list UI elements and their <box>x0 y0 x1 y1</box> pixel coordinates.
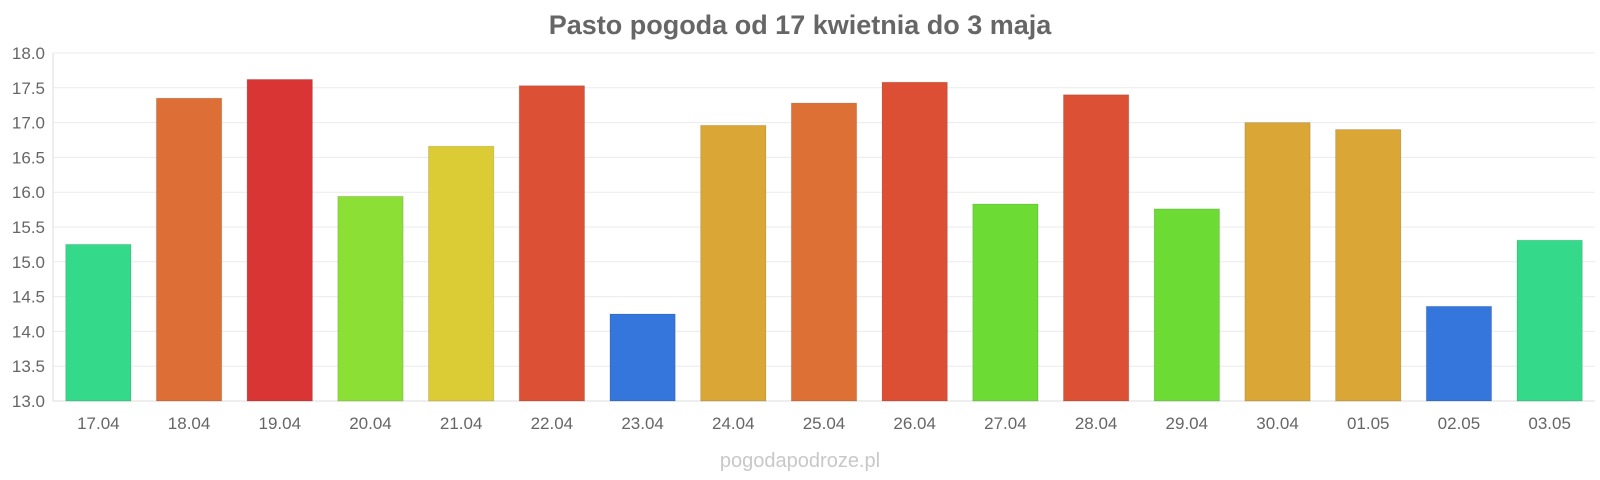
x-tick-label: 25.04 <box>803 414 846 433</box>
x-tick-label: 23.04 <box>621 414 664 433</box>
y-tick-label: 13.0 <box>12 392 45 411</box>
y-tick-label: 16.5 <box>12 148 45 167</box>
bar <box>1425 305 1493 402</box>
bar <box>1153 208 1220 402</box>
x-tick-label: 29.04 <box>1166 414 1209 433</box>
bar <box>790 102 858 402</box>
x-tick-label: 26.04 <box>893 414 936 433</box>
x-tick-label: 30.04 <box>1256 414 1299 433</box>
x-tick-label: 20.04 <box>349 414 392 433</box>
bar <box>1062 94 1130 402</box>
bar <box>65 243 132 402</box>
bar <box>428 145 495 402</box>
x-tick-label: 01.05 <box>1347 414 1390 433</box>
y-tick-label: 14.5 <box>12 288 45 307</box>
bar <box>881 81 948 402</box>
chart-title: Pasto pogoda od 17 kwietnia do 3 maja <box>548 10 1052 40</box>
bar <box>246 78 313 402</box>
y-tick-label: 18.0 <box>12 44 45 63</box>
x-tick-label: 28.04 <box>1075 414 1118 433</box>
bar <box>1516 239 1583 402</box>
bar <box>337 195 404 402</box>
bar <box>609 313 676 402</box>
y-tick-label: 16.0 <box>12 183 45 202</box>
x-tick-label: 02.05 <box>1438 414 1481 433</box>
y-tick-label: 17.5 <box>12 79 45 98</box>
y-tick-label: 17.0 <box>12 114 45 133</box>
y-tick-label: 15.5 <box>12 218 45 237</box>
bar <box>518 85 586 402</box>
y-tick-label: 13.5 <box>12 357 45 376</box>
x-tick-label: 24.04 <box>712 414 755 433</box>
bar <box>972 203 1039 402</box>
x-tick-label: 22.04 <box>531 414 574 433</box>
bar <box>700 124 767 402</box>
watermark: pogodapodroze.pl <box>719 450 881 472</box>
bar <box>1244 122 1311 402</box>
x-tick-label: 17.04 <box>77 414 120 433</box>
y-tick-label: 15.0 <box>12 253 45 272</box>
bar <box>1335 129 1402 402</box>
x-tick-label: 21.04 <box>440 414 483 433</box>
x-tick-label: 27.04 <box>984 414 1027 433</box>
x-tick-label: 19.04 <box>258 414 301 433</box>
x-tick-label: 03.05 <box>1528 414 1571 433</box>
x-tick-label: 18.04 <box>168 414 211 433</box>
y-tick-label: 14.0 <box>12 322 45 341</box>
bar <box>155 97 223 402</box>
